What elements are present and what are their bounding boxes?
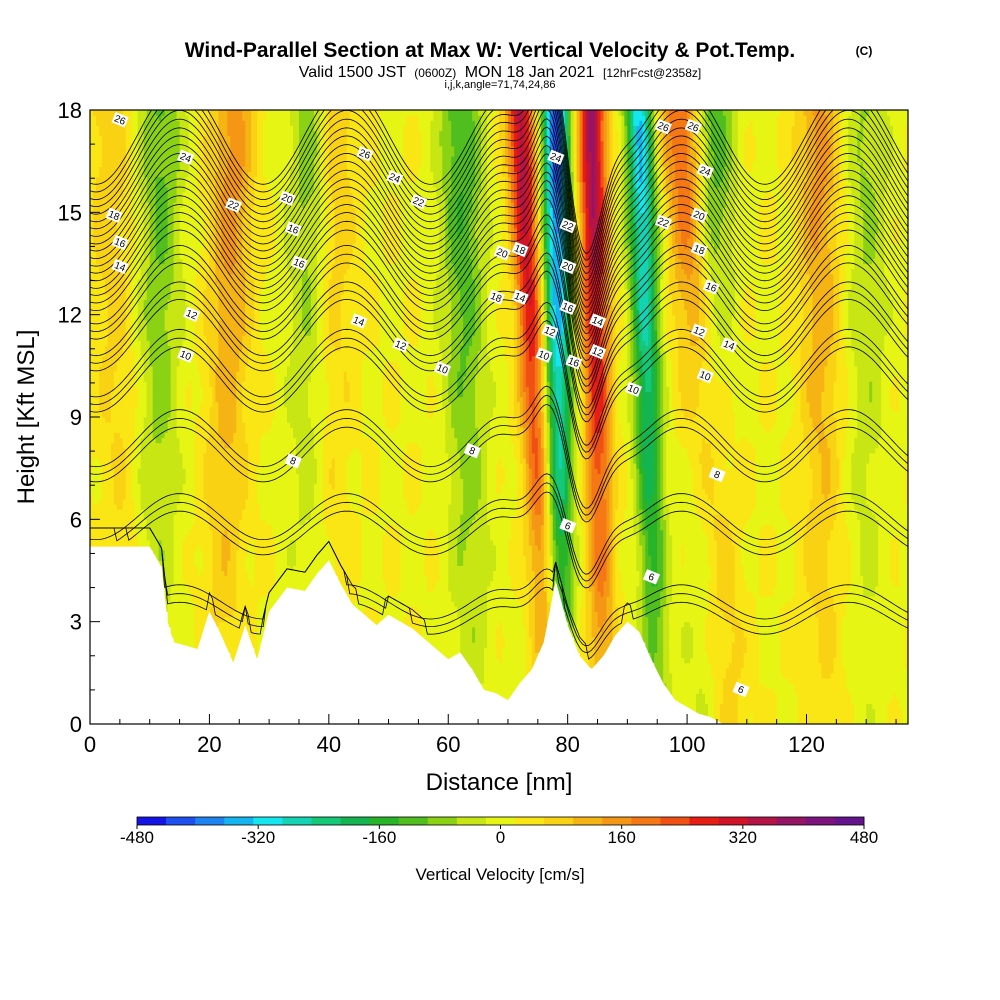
copyright-mark: (C) [856, 44, 873, 58]
valid-utc: (0600Z) [414, 66, 456, 80]
valid-prefix: Valid 1500 JST [299, 64, 407, 81]
grid-indices: i,j,k,angle=71,74,24,86 [444, 79, 555, 91]
figure: Wind-Parallel Section at Max W: Vertical… [0, 0, 1000, 1000]
forecast-info: [12hrFcst@2358z] [603, 66, 701, 80]
chart-title: Wind-Parallel Section at Max W: Vertical… [185, 39, 796, 62]
